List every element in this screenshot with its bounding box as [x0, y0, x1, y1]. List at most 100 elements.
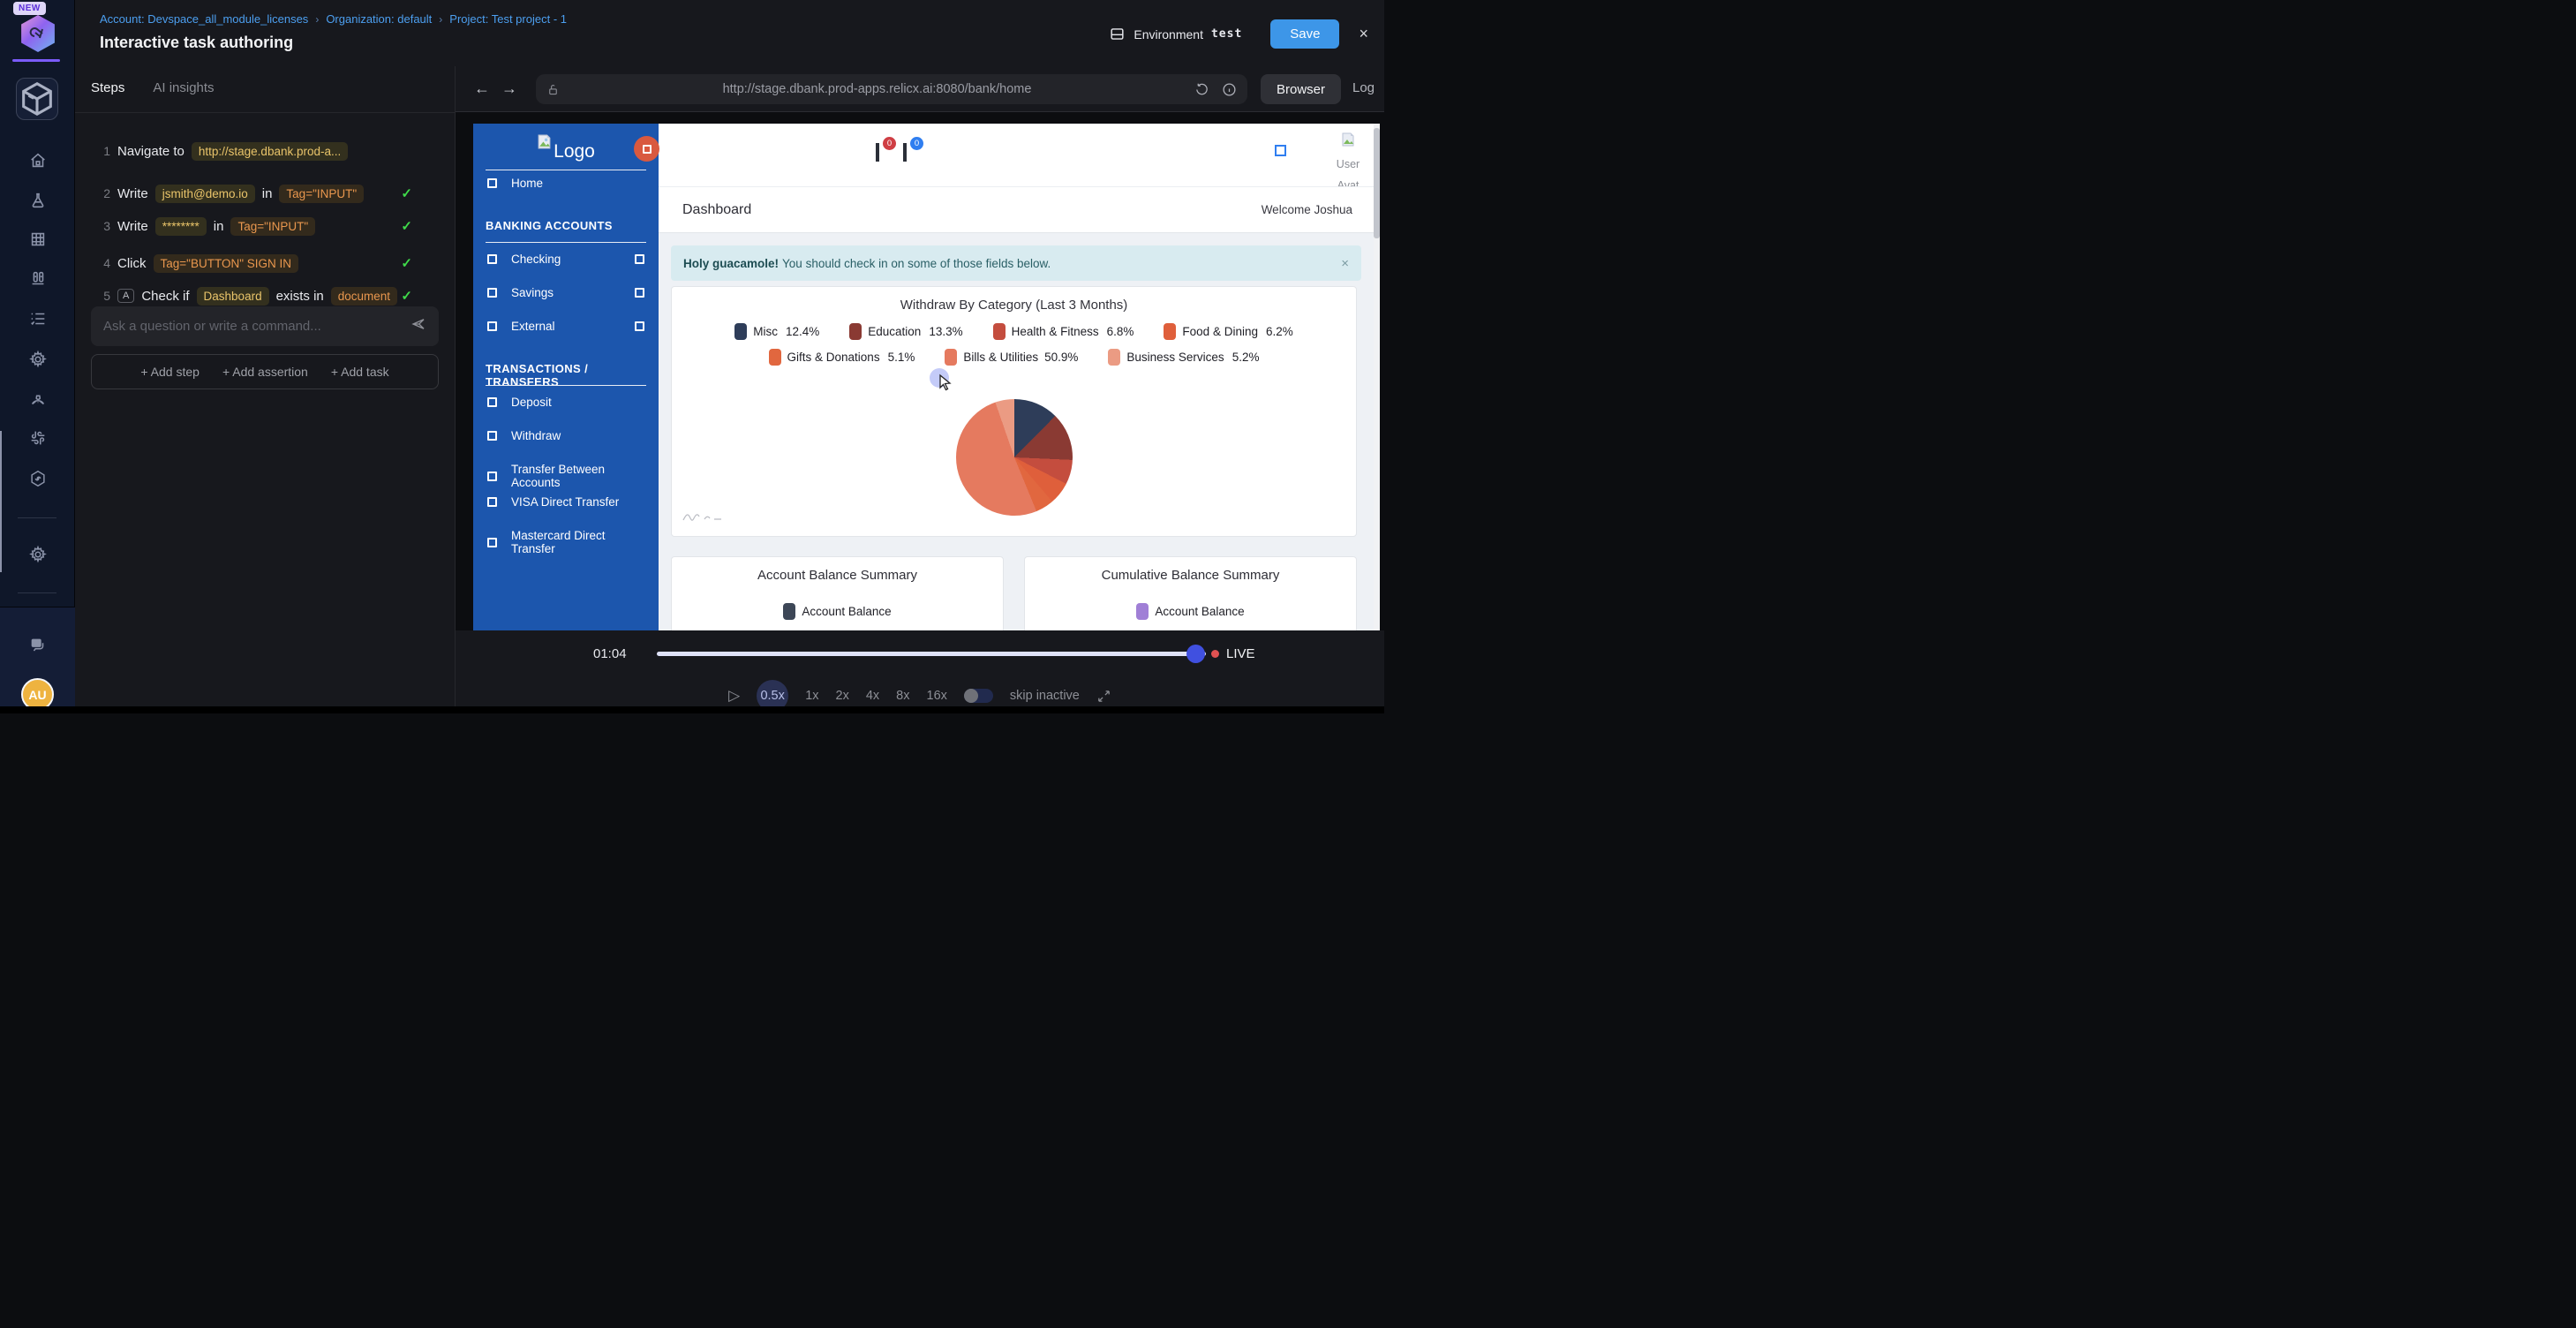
left-icon-rail: NEW	[0, 0, 75, 706]
step-action: Navigate to	[117, 143, 185, 159]
step-action: Check if	[141, 288, 190, 304]
badge-count: 0	[883, 137, 896, 150]
bank-nav-withdraw[interactable]: Withdraw	[487, 429, 646, 442]
step-row-2[interactable]: 2 Write jsmith@demo.io in Tag="INPUT" ✓	[102, 182, 437, 205]
bank-nav-mastercard-direct-transfer[interactable]: Mastercard Direct Transfer	[487, 529, 646, 555]
page-scrollbar[interactable]	[1374, 124, 1380, 630]
help-chat-button[interactable]: ?	[27, 635, 48, 655]
step-row-4[interactable]: 4 Click Tag="BUTTON" SIGN IN ✓	[102, 252, 437, 275]
close-icon[interactable]: ×	[1359, 25, 1368, 42]
playback-track[interactable]	[657, 652, 1206, 656]
step-selector-chip[interactable]: document	[330, 286, 398, 306]
bank-nav-home[interactable]: Home	[487, 177, 646, 190]
legend-item[interactable]: Health & Fitness 6.8%	[992, 323, 1134, 340]
bank-nav-visa-direct-transfer[interactable]: VISA Direct Transfer	[487, 495, 646, 509]
bank-nav-checking[interactable]: Checking	[487, 253, 646, 266]
add-step-button[interactable]: + Add step	[140, 365, 200, 379]
add-assertion-button[interactable]: + Add assertion	[222, 365, 308, 379]
rail-scrollbar[interactable]	[0, 431, 2, 572]
speed-8x[interactable]: 8x	[896, 689, 910, 703]
speed-1x[interactable]: 1x	[805, 689, 819, 703]
legend-swatch	[1108, 349, 1121, 366]
tab-log[interactable]: Log	[1352, 80, 1375, 95]
save-button[interactable]: Save	[1270, 19, 1340, 49]
step-value-chip[interactable]: ********	[154, 216, 207, 236]
legend-item[interactable]: Business Services 5.2%	[1108, 349, 1259, 366]
reload-icon[interactable]	[1194, 82, 1209, 97]
step-selector-chip[interactable]: Tag="INPUT"	[230, 216, 316, 236]
notification-icon-blue[interactable]: 0	[903, 137, 923, 162]
expand-icon[interactable]	[1096, 689, 1111, 704]
step-row-5[interactable]: 5 A Check if Dashboard exists in documen…	[102, 284, 437, 307]
back-arrow-icon[interactable]: ←	[474, 79, 490, 97]
settings-broken-icon[interactable]	[1275, 145, 1286, 156]
command-input[interactable]	[103, 319, 411, 334]
sidebar-item-settings[interactable]	[27, 349, 48, 369]
step-value-chip[interactable]: http://stage.dbank.prod-a...	[191, 141, 349, 161]
sidebar-item-checklist[interactable]	[27, 308, 48, 328]
sidebar-item-suites[interactable]	[27, 229, 48, 249]
bank-nav-external[interactable]: External	[487, 320, 646, 333]
breadcrumb-account[interactable]: Account: Devspace_all_module_licenses	[100, 12, 309, 26]
tab-browser[interactable]: Browser	[1261, 74, 1342, 104]
card-legend[interactable]: Account Balance	[672, 603, 1003, 620]
breadcrumb-organization[interactable]: Organization: default	[326, 12, 433, 26]
legend-item[interactable]: Gifts & Donations 5.1%	[768, 349, 915, 366]
sidebar-item-active-cube[interactable]	[16, 78, 58, 120]
notification-icon-red[interactable]: 0	[876, 137, 896, 162]
sidebar-item-experiments[interactable]	[27, 190, 48, 210]
speed-16x[interactable]: 16x	[926, 689, 947, 703]
browser-panel: ← → http://stage.dbank.prod-apps.relicx.…	[456, 66, 1384, 712]
step-selector-chip[interactable]: Tag="INPUT"	[279, 184, 365, 203]
sidebar-item-runs[interactable]	[27, 268, 48, 289]
sidebar-item-integrations[interactable]	[27, 427, 48, 448]
speed-2x[interactable]: 2x	[835, 689, 849, 703]
tab-steps[interactable]: Steps	[91, 80, 125, 95]
breadcrumb-project[interactable]: Project: Test project - 1	[449, 12, 567, 26]
recording-stop-button[interactable]	[634, 136, 659, 162]
step-value-chip[interactable]: jsmith@demo.io	[154, 184, 255, 203]
app-logo[interactable]	[21, 15, 55, 52]
legend-item[interactable]: Education 13.3%	[849, 323, 963, 340]
legend-item[interactable]: Misc 12.4%	[734, 323, 819, 340]
scrollbar-thumb[interactable]	[1374, 128, 1380, 238]
bank-nav-deposit[interactable]: Deposit	[487, 396, 646, 409]
gear-icon	[28, 545, 47, 562]
dashboard-content: Holy guacamole! You should check in on s…	[659, 233, 1374, 630]
chart-legend-row-1: Misc 12.4% Education 13.3% Health & Fitnes…	[672, 323, 1356, 340]
bank-nav-transfer-between-accounts[interactable]: Transfer Between Accounts	[487, 463, 646, 489]
speed-4x[interactable]: 4x	[865, 689, 880, 703]
sidebar-item-home[interactable]	[27, 150, 48, 170]
step-row-3[interactable]: 3 Write ******** in Tag="INPUT" ✓	[102, 215, 437, 238]
chart-legend-row-2: Gifts & Donations 5.1% Bills & Utilities 5…	[672, 349, 1356, 366]
sidebar-item-links[interactable]	[27, 468, 48, 488]
play-icon[interactable]: ▷	[728, 687, 741, 704]
step-value-chip[interactable]: Dashboard	[196, 286, 269, 306]
card-legend[interactable]: Account Balance	[1025, 603, 1356, 620]
tab-ai-insights[interactable]: AI insights	[153, 80, 215, 95]
bullet-square-icon	[487, 471, 497, 481]
alert-banner: Holy guacamole! You should check in on s…	[671, 245, 1361, 281]
url-text[interactable]: http://stage.dbank.prod-apps.relicx.ai:8…	[722, 82, 1032, 96]
step-row-1[interactable]: 1 Navigate to http://stage.dbank.prod-a.…	[102, 140, 437, 162]
skip-inactive-toggle[interactable]	[963, 689, 993, 703]
step-selector-chip[interactable]: Tag="BUTTON" SIGN IN	[153, 253, 298, 273]
step-connector: in	[261, 185, 273, 201]
legend-item[interactable]: Bills & Utilities 50.9%	[945, 349, 1078, 366]
withdraw-pie-chart[interactable]	[956, 399, 1073, 516]
bullet-square-icon	[487, 178, 497, 188]
playback-knob[interactable]	[1186, 645, 1205, 663]
legend-item[interactable]: Food & Dining 6.2%	[1164, 323, 1293, 340]
bank-nav-savings[interactable]: Savings	[487, 286, 646, 299]
sidebar-item-admin-settings[interactable]	[27, 544, 48, 564]
environment-selector[interactable]: Environment test	[1109, 26, 1242, 42]
trailing-square-icon	[635, 321, 644, 331]
url-bar[interactable]: http://stage.dbank.prod-apps.relicx.ai:8…	[536, 74, 1247, 104]
alert-close-icon[interactable]: ×	[1341, 255, 1349, 271]
forward-arrow-icon[interactable]: →	[501, 79, 517, 97]
send-icon[interactable]	[411, 316, 426, 336]
add-task-button[interactable]: + Add task	[330, 365, 389, 379]
bank-logo[interactable]: Logo	[473, 134, 659, 162]
sidebar-item-support-agent[interactable]	[27, 389, 48, 409]
info-icon[interactable]	[1222, 82, 1237, 97]
